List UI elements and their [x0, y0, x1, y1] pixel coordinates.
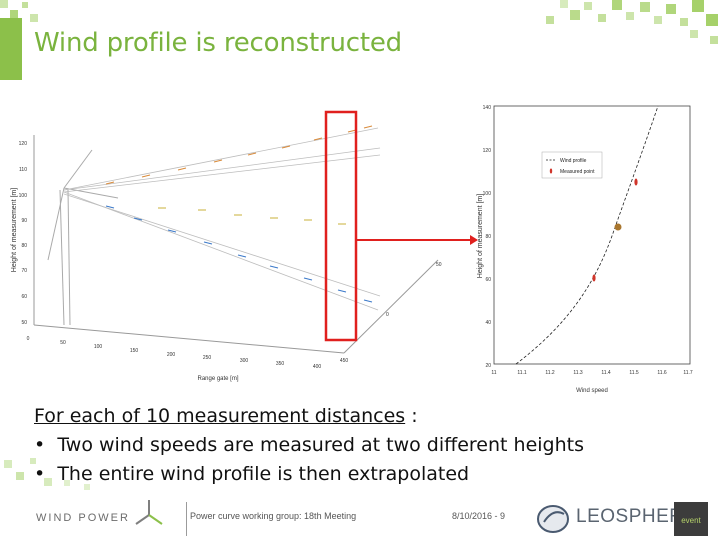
plot-frame	[493, 105, 691, 365]
bullet-item: • Two wind speeds are measured at two di…	[34, 431, 694, 460]
left-y-tick: 90	[21, 218, 27, 224]
partner-logo-text: event	[681, 516, 701, 525]
bullet-text: The entire wind profile is then extrapol…	[57, 463, 470, 485]
right-x-tick: 11.3	[573, 370, 583, 376]
right-x-tick: 11.1	[517, 370, 527, 376]
right-x-axis-label: Wind speed	[576, 388, 608, 394]
body-heading-suffix: :	[405, 405, 418, 427]
footer	[0, 494, 720, 540]
left-y-tick: 110	[19, 167, 27, 173]
bullet-item: • The entire wind profile is then extrap…	[34, 460, 694, 489]
selected-range-gate-highlight	[324, 110, 358, 342]
leosphere-logo-icon	[537, 505, 569, 533]
right-y-tick: 100	[483, 191, 492, 197]
left-x-tick: 300	[240, 358, 249, 364]
left-x-tick: 350	[276, 361, 285, 367]
upper-beam-arrows	[105, 125, 373, 185]
depth-axis-line	[343, 259, 439, 354]
left-x-tick: 450	[340, 358, 349, 364]
right-y-tick: 80	[485, 234, 491, 240]
lidar-3d-figure: Height of measurement [m] 120 110 100 90…	[11, 110, 458, 382]
right-x-tick: 11.6	[657, 370, 667, 376]
left-x-tick: 250	[203, 355, 212, 361]
measured-point-lower	[592, 274, 596, 282]
lower-beam-arrows	[105, 205, 373, 303]
left-x-tick: 0	[27, 336, 30, 342]
left-accent-bar	[0, 18, 22, 80]
right-y-tick: 120	[483, 148, 492, 154]
left-y-tick: 100	[19, 193, 28, 199]
leosphere-logo-text: LEOSPHERE	[576, 506, 697, 527]
wind-power-logo-icon	[135, 500, 163, 525]
footer-divider	[186, 502, 187, 536]
footer-date-page: 8/10/2016 - 9	[452, 511, 506, 521]
right-x-tick: 11.7	[683, 370, 693, 376]
right-y-tick: 20	[485, 363, 491, 369]
reconstructed-hub-point	[614, 223, 622, 231]
right-y-axis-label: Height of measurement [m]	[477, 194, 484, 278]
decorative-squares-bottom-left	[0, 450, 110, 500]
middle-arrows	[158, 207, 346, 225]
right-x-tick: 11.5	[629, 370, 639, 376]
right-x-tick: 11	[491, 370, 496, 376]
measured-point-upper	[634, 178, 638, 186]
bullet-glyph: •	[34, 434, 46, 456]
footer-meeting-text: Power curve working group: 18th Meeting	[190, 511, 357, 521]
legend: Wind profile Measured point	[541, 151, 603, 179]
slide-body: For each of 10 measurement distances : •…	[34, 402, 694, 489]
right-x-tick: 11.4	[601, 370, 611, 376]
legend-entry: Wind profile	[560, 158, 587, 164]
right-y-tick: 140	[483, 105, 492, 111]
left-x-tick: 100	[94, 344, 103, 350]
depth-tick: 50	[436, 262, 442, 268]
left-x-tick: 50	[60, 340, 66, 346]
legend-point-icon	[549, 168, 553, 174]
bullet-glyph: •	[34, 463, 46, 485]
body-heading: For each of 10 measurement distances	[34, 405, 406, 427]
x-axis-line	[33, 324, 345, 354]
depth-tick: 0	[386, 312, 389, 318]
wind-profile-figure: Height of measurement [m] 140 120 100 80…	[477, 105, 693, 394]
decorative-squares-top-right	[540, 0, 720, 60]
left-x-tick: 200	[167, 352, 176, 358]
lower-beam-lines	[63, 191, 381, 311]
right-x-tick: 11.2	[545, 370, 555, 376]
right-y-tick: 40	[485, 320, 491, 326]
wind-turbine-drawing	[47, 149, 119, 326]
left-y-tick: 50	[21, 320, 27, 326]
left-y-tick: 120	[19, 141, 28, 147]
bullet-text: Two wind speeds are measured at two diff…	[57, 434, 584, 456]
left-x-tick: 400	[313, 364, 322, 370]
partner-logo: event	[674, 502, 708, 536]
connector-arrowhead	[456, 235, 478, 245]
left-y-tick: 80	[21, 243, 27, 249]
left-x-tick: 150	[130, 348, 139, 354]
right-y-tick: 60	[485, 277, 491, 283]
body-heading-line: For each of 10 measurement distances :	[34, 402, 694, 431]
left-x-axis-label: Range gate [m]	[197, 376, 238, 382]
left-y-tick: 70	[21, 268, 27, 274]
wind-profile-curve	[515, 105, 659, 365]
left-y-tick: 60	[21, 294, 27, 300]
slide-title: Wind profile is reconstructed	[34, 28, 402, 58]
wind-power-logo-text: WIND POWER	[36, 512, 130, 524]
left-y-axis-label: Height of measurement [m]	[11, 188, 18, 272]
legend-entry: Measured point	[560, 169, 595, 175]
